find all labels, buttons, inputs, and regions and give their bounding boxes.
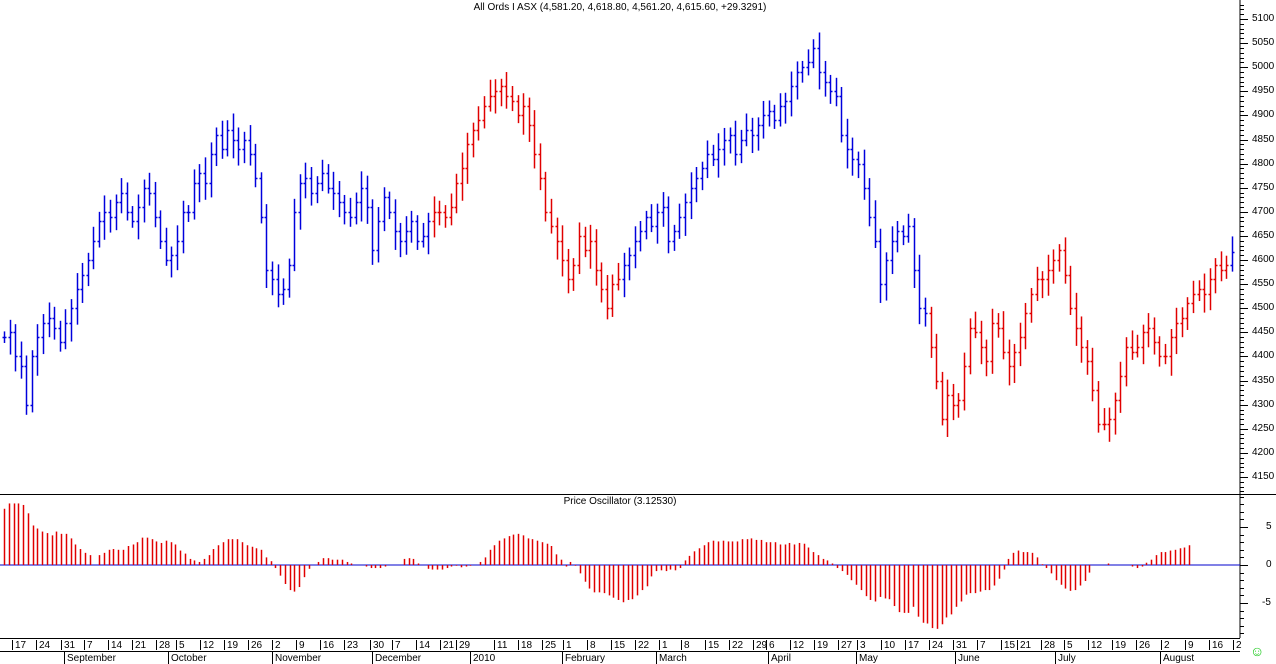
x-tick-label: 1 [662, 640, 668, 651]
x-tick-label: 31 [956, 640, 968, 651]
oscillator-title: Price Oscillator (3.12530) [563, 496, 677, 507]
x-tick-label: 23 [347, 640, 359, 651]
x-tick-label: 15 [614, 640, 626, 651]
x-tick-label: 30 [373, 640, 385, 651]
osc-y-tick-label: 0 [1266, 559, 1272, 570]
x-tick-label: 9 [299, 640, 305, 651]
x-tick-label: 7 [395, 640, 401, 651]
y-tick-label: 4400 [1252, 350, 1275, 362]
x-tick-label: 16 [323, 640, 335, 651]
x-tick-label: 5 [1067, 640, 1073, 651]
y-tick-label: 5100 [1252, 13, 1275, 24]
x-tick-label: 22 [638, 640, 650, 651]
x-tick-label: 8 [590, 640, 596, 651]
x-tick-label: 14 [111, 640, 123, 651]
y-tick-label: 4900 [1252, 109, 1275, 121]
x-tick-label: 27 [841, 640, 853, 651]
y-tick-label: 4650 [1252, 229, 1275, 241]
y-tick-label: 4150 [1252, 471, 1275, 482]
x-tick-label: 1 [566, 640, 572, 651]
x-tick-label: 28 [1044, 640, 1056, 651]
x-tick-label: 18 [521, 640, 533, 651]
month-label: August [1163, 653, 1195, 664]
month-label: October [171, 653, 207, 664]
x-tick-label: 26 [251, 640, 263, 651]
x-tick-label: 21 [135, 640, 147, 651]
x-tick-label: 12 [1091, 640, 1103, 651]
x-tick-label: 12 [793, 640, 805, 651]
y-tick-label: 4850 [1252, 133, 1275, 145]
month-label: February [565, 653, 606, 664]
x-tick-label: 29 [756, 640, 768, 651]
y-tick-label: 4500 [1252, 302, 1275, 314]
x-tick-label: 19 [227, 640, 239, 651]
x-tick-label: 15 [708, 640, 720, 651]
x-tick-label: 14 [419, 640, 431, 651]
osc-y-tick-label: -5 [1262, 597, 1271, 608]
y-tick-label: 4800 [1252, 157, 1275, 169]
y-tick-label: 4300 [1252, 398, 1275, 410]
x-tick-label: 7 [87, 640, 93, 651]
x-tick-label: 21 [443, 640, 455, 651]
x-tick-label: 2 [275, 640, 281, 651]
y-tick-label: 4750 [1252, 181, 1275, 193]
x-tick-label: 24 [932, 640, 944, 651]
x-tick-label: 22 [732, 640, 744, 651]
month-label: September [67, 653, 116, 664]
x-tick-label: 28 [159, 640, 171, 651]
x-tick-label: 6 [769, 640, 775, 651]
month-label: 2010 [473, 653, 496, 664]
price-chart-title: All Ords I ASX (4,581.20, 4,618.80, 4,56… [473, 2, 767, 13]
month-label: November [275, 653, 322, 664]
y-tick-label: 5050 [1252, 37, 1275, 49]
month-label: April [771, 653, 792, 664]
x-tick-label: 31 [64, 640, 76, 651]
x-tick-label: 12 [203, 640, 215, 651]
x-tick-label: 9 [1188, 640, 1194, 651]
y-tick-label: 4700 [1252, 205, 1275, 217]
x-tick-label: 10 [884, 640, 896, 651]
x-tick-label: 2 [1236, 640, 1242, 651]
x-tick-label: 5 [179, 640, 185, 651]
x-tick-label: 26 [1139, 640, 1151, 651]
x-tick-label: 21 [1020, 640, 1032, 651]
x-tick-label: 15 [1004, 640, 1016, 651]
y-tick-label: 4250 [1252, 422, 1275, 434]
x-tick-label: 3 [860, 640, 866, 651]
y-tick-label: 4450 [1252, 326, 1275, 338]
x-tick-label: 25 [545, 640, 557, 651]
x-tick-label: 11 [497, 640, 508, 651]
y-tick-label: 5000 [1252, 61, 1275, 73]
x-tick-label: 17 [908, 640, 920, 651]
x-tick-label: 19 [817, 640, 829, 651]
y-tick-label: 4550 [1252, 278, 1275, 290]
y-tick-label: 4600 [1252, 254, 1275, 266]
smiley-icon: ☺ [1250, 643, 1265, 659]
y-tick-label: 4350 [1252, 374, 1275, 386]
month-label: June [958, 653, 980, 664]
x-tick-label: 24 [39, 640, 51, 651]
x-tick-label: 29 [459, 640, 471, 651]
x-tick-label: 16 [1212, 640, 1224, 651]
x-tick-label: 2 [1164, 640, 1170, 651]
month-label: May [859, 653, 878, 664]
month-label: July [1058, 653, 1076, 664]
x-tick-label: 19 [1115, 640, 1127, 651]
month-label: December [375, 653, 422, 664]
month-label: March [659, 653, 687, 664]
x-tick-label: 17 [15, 640, 27, 651]
x-tick-label: 8 [684, 640, 690, 651]
x-tick-label: 7 [980, 640, 986, 651]
y-tick-label: 4950 [1252, 85, 1275, 97]
osc-y-tick-label: 5 [1266, 521, 1272, 532]
y-tick-label: 4200 [1252, 446, 1275, 458]
